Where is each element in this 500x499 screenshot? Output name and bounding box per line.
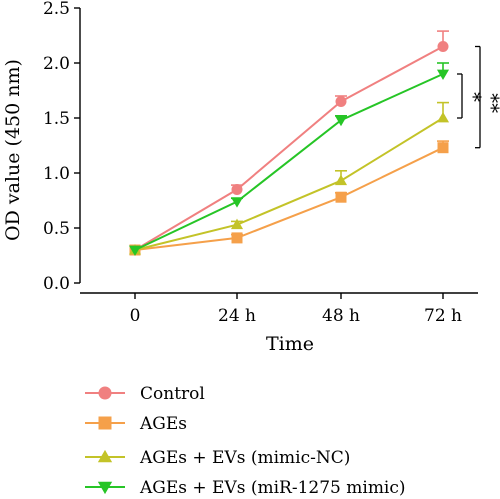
data-point	[97, 481, 113, 495]
x-tick-label: 24 h	[218, 306, 256, 326]
series-ages-evs-mir-1275-mimic	[128, 62, 450, 257]
legend-label: Control	[140, 384, 205, 404]
data-point	[231, 184, 243, 195]
series-ages	[129, 140, 449, 256]
series-line	[134, 117, 444, 251]
y-tick-label: 2.0	[43, 54, 70, 74]
x-tick-label: 0	[130, 306, 141, 326]
significance-bracket: **	[475, 45, 500, 149]
data-point	[231, 232, 243, 244]
significance-label: **	[480, 93, 500, 113]
series-ages-evs-mimic-nc	[128, 101, 450, 255]
series-line	[134, 45, 444, 251]
data-point	[334, 174, 348, 186]
significance-bracket: *	[457, 73, 486, 119]
x-tick-label: 72 h	[424, 306, 462, 326]
data-point	[98, 386, 112, 400]
legend-item: Control	[85, 384, 205, 404]
legend-item: AGEs + EVs (miR-1275 mimic)	[85, 478, 406, 498]
data-point	[128, 245, 142, 257]
y-tick-label: 1.5	[43, 109, 70, 129]
data-point	[437, 41, 449, 52]
y-tick-label: 0.0	[43, 274, 70, 294]
significance-label: *	[462, 92, 486, 102]
x-tick-label: 48 h	[322, 306, 360, 326]
legend-item: AGEs + EVs (mimic-NC)	[85, 448, 350, 468]
series-line	[134, 146, 444, 251]
legend-label: AGEs + EVs (miR-1275 mimic)	[139, 478, 406, 498]
data-point	[230, 197, 244, 208]
y-tick-label: 1.0	[43, 164, 70, 184]
legend-label: AGEs	[139, 414, 187, 434]
y-tick-label: 2.5	[43, 0, 70, 19]
data-point	[334, 115, 348, 127]
data-point	[436, 69, 450, 81]
series-line	[134, 73, 444, 251]
data-point	[230, 218, 244, 230]
y-axis-label: OD value (450 nm)	[2, 59, 24, 241]
data-point	[436, 111, 450, 123]
data-point	[437, 142, 449, 154]
y-tick-label: 0.5	[43, 219, 70, 239]
x-axis-label: Time	[266, 333, 314, 355]
data-point	[335, 96, 347, 107]
data-point	[335, 191, 347, 203]
data-point	[97, 449, 113, 463]
data-point	[98, 416, 112, 430]
legend-item: AGEs	[85, 414, 187, 434]
legend-label: AGEs + EVs (mimic-NC)	[139, 448, 350, 468]
